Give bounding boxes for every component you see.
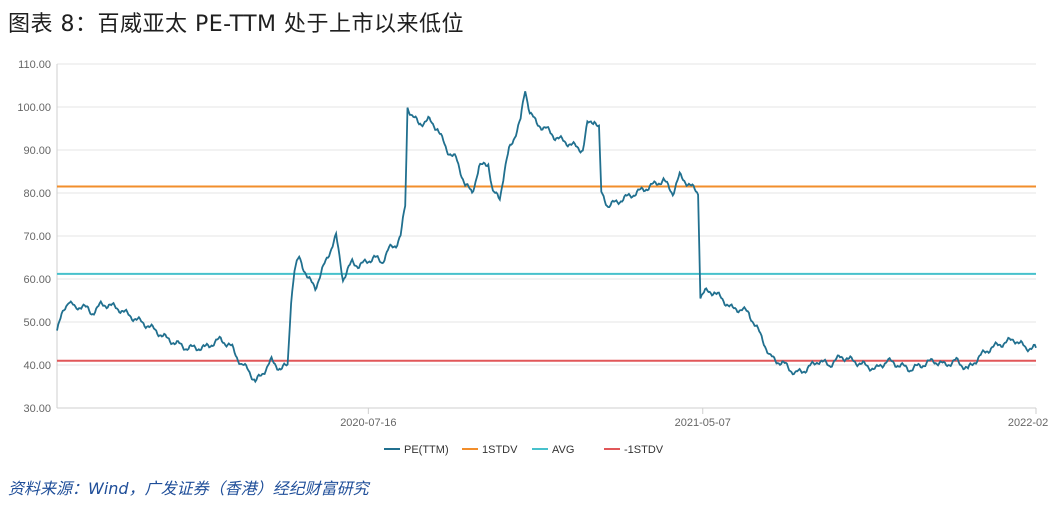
legend-label: AVG (552, 444, 574, 456)
y-tick-label: 110.00 (18, 59, 51, 71)
y-tick-label: 70.00 (23, 231, 51, 243)
x-tick-label: 2022-02-28 (1008, 417, 1048, 429)
y-tick-label: 60.00 (23, 274, 51, 286)
legend: PE(TTM) 1STDV AVG -1STDV (384, 444, 664, 456)
x-tick-label: 2020-07-16 (340, 417, 396, 429)
y-tick-label: 80.00 (23, 188, 51, 200)
y-tick-label: 100.00 (17, 102, 51, 114)
y-tick-label: 90.00 (23, 145, 51, 157)
y-tick-label: 30.00 (23, 403, 51, 415)
legend-label: PE(TTM) (404, 444, 449, 456)
legend-label: 1STDV (482, 444, 518, 456)
y-tick-label: 50.00 (23, 317, 51, 329)
series-pe-ttm-line (56, 91, 1037, 384)
legend-label: -1STDV (624, 444, 664, 456)
figure-title: 图表 8：百威亚太 PE-TTM 处于上市以来低位 (8, 12, 465, 37)
y-tick-label: 40.00 (23, 360, 51, 372)
source-note: 资料来源：Wind，广发证券（香港）经纪财富研究 (8, 479, 369, 498)
x-tick-label: 2021-05-07 (675, 417, 731, 429)
